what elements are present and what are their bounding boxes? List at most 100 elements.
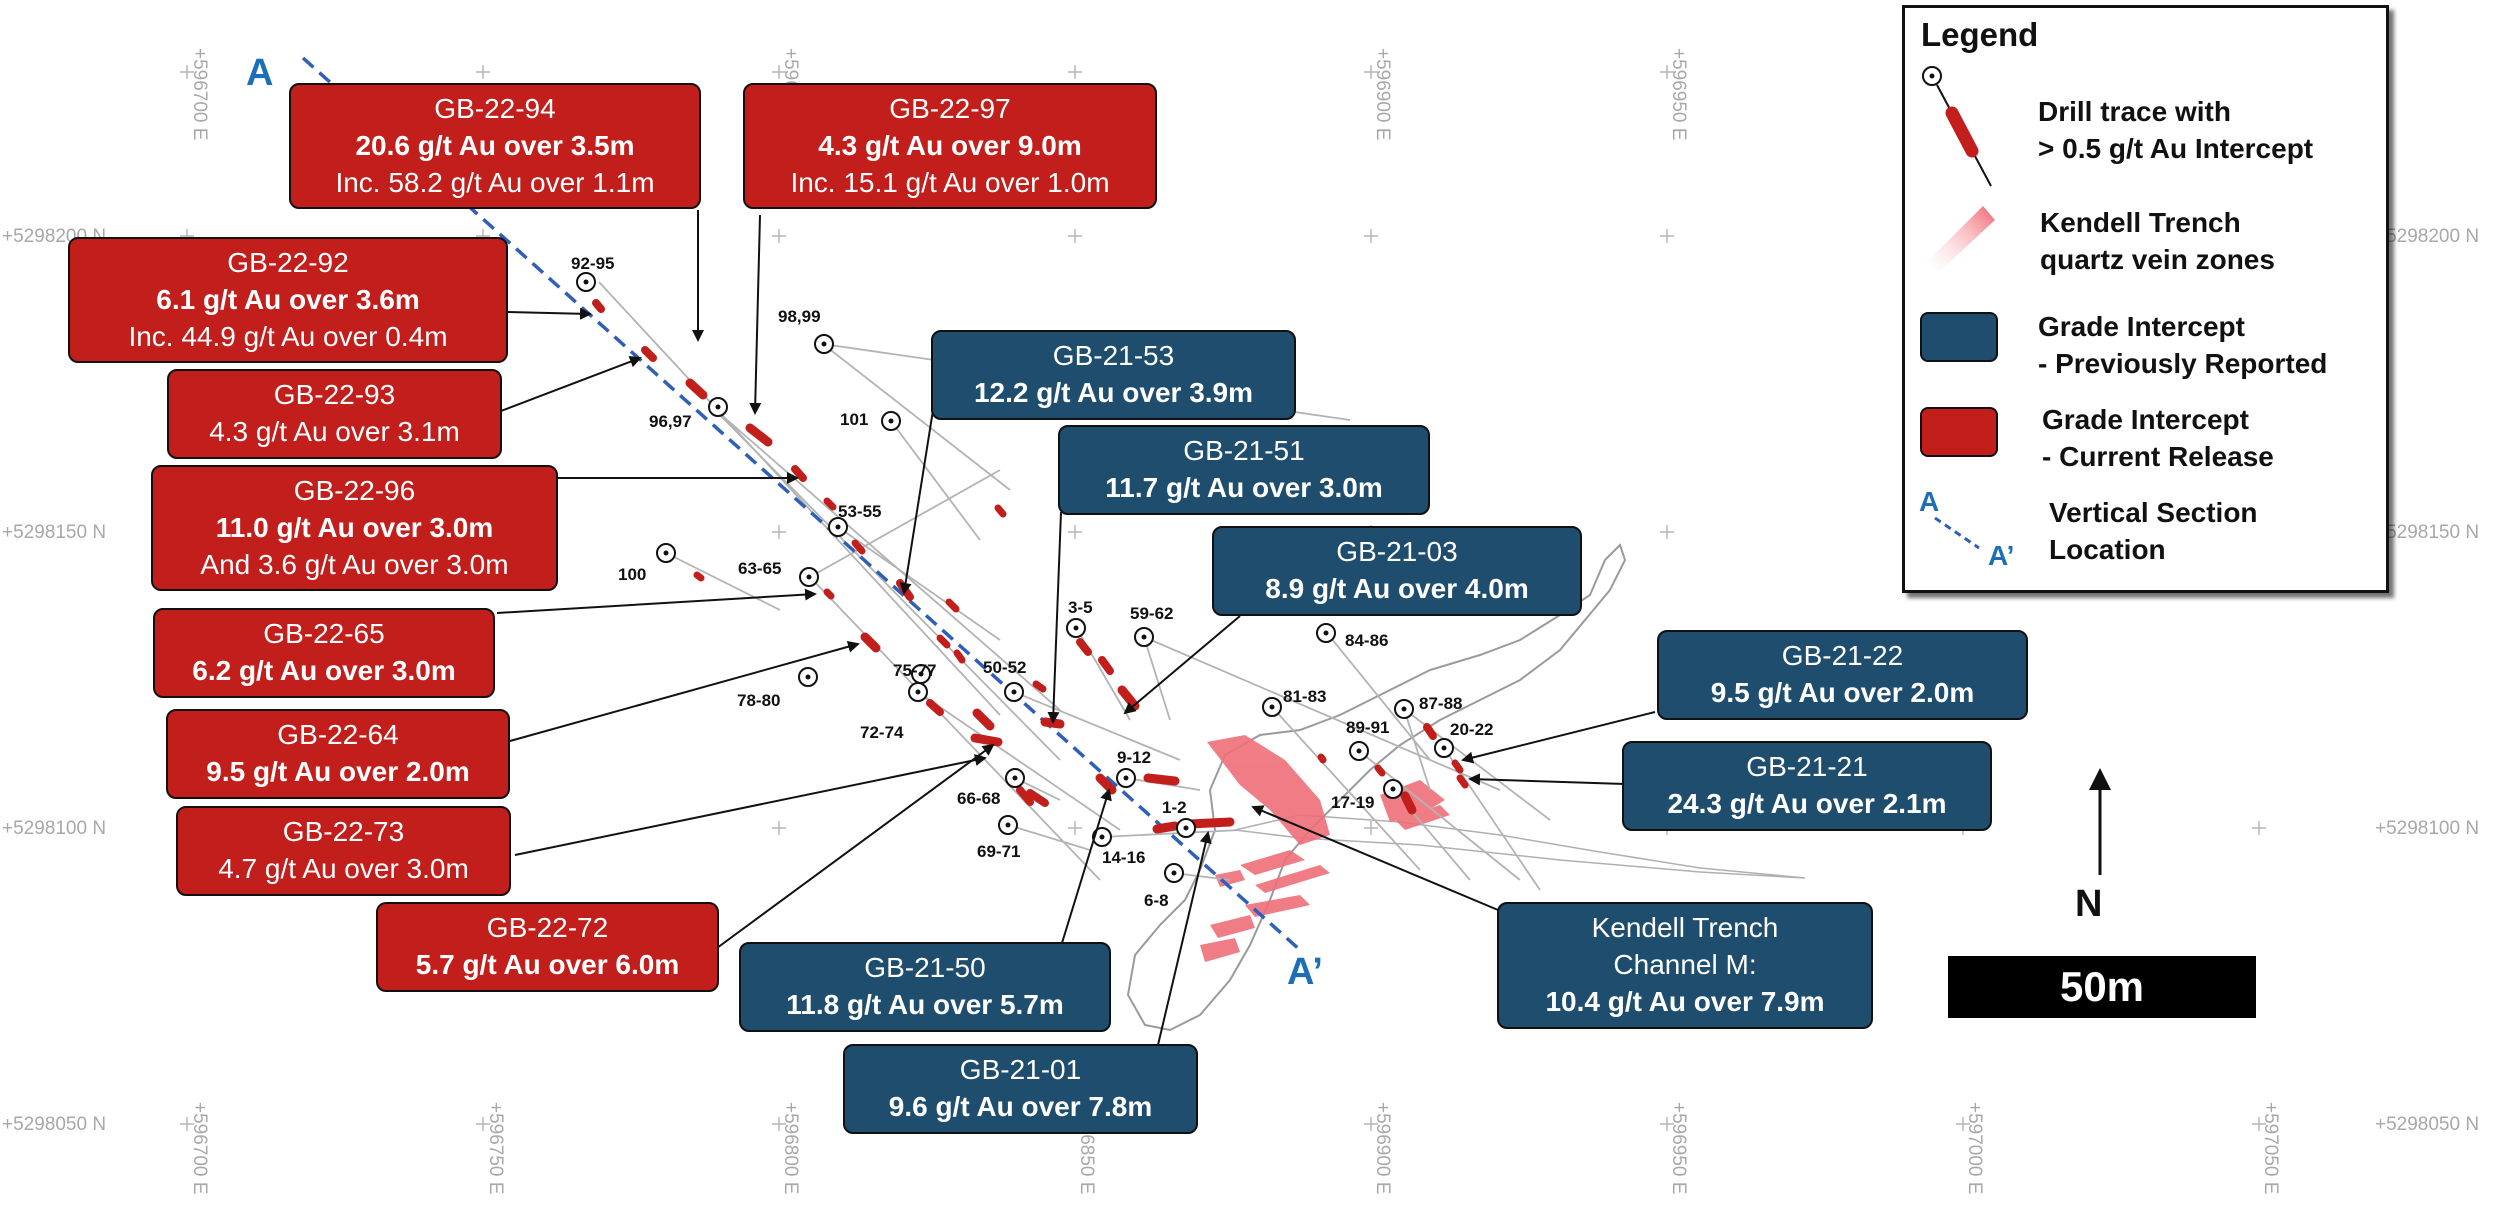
previous-swatch	[1920, 312, 1998, 362]
callout-id: GB-21-50	[864, 952, 986, 983]
hole-label: 14-16	[1102, 848, 1145, 867]
easting-label: +597050 E	[2260, 1102, 2281, 1194]
hole-label: 53-55	[838, 502, 881, 521]
collar-dot	[1123, 775, 1129, 781]
collar-dot	[1401, 706, 1407, 712]
hole-label: 3-5	[1068, 598, 1093, 617]
legend-current-line1: Grade Intercept	[2042, 404, 2249, 435]
northing-label: +5298150 N	[2375, 522, 2479, 543]
hole-label: 87-88	[1419, 694, 1462, 713]
callout-gb-21-53: GB-21-53 12.2 g/t Au over 3.9m	[931, 330, 1296, 420]
northing-labels-right: +5298200 N +5298150 N +5298100 N +529805…	[2375, 226, 2479, 1135]
callout-id: GB-22-93	[273, 379, 396, 410]
callout-sub: Inc. 44.9 g/t Au over 0.4m	[128, 321, 448, 352]
section-line-icon	[1934, 516, 1980, 550]
legend-previous-text: Grade Intercept - Previously Reported	[2038, 308, 2327, 382]
callout-main: 11.0 g/t Au over 3.0m	[215, 512, 494, 543]
callout-id: GB-21-03	[1336, 536, 1458, 567]
hole-label: 20-22	[1450, 720, 1493, 739]
collar-dot	[1390, 786, 1396, 792]
legend-drill-line1: Drill trace with	[2038, 96, 2231, 127]
collar-dot	[1323, 630, 1329, 636]
callout-main: 11.7 g/t Au over 3.0m	[1105, 472, 1383, 503]
legend-previous-line2: - Previously Reported	[2038, 348, 2328, 379]
callout-id: Kendell Trench	[1591, 912, 1779, 943]
hole-label: 6-8	[1144, 891, 1169, 910]
legend-section-a-prime: A’	[1988, 540, 2015, 571]
hole-label: 89-91	[1346, 718, 1389, 737]
callout-main: 9.5 g/t Au over 2.0m	[206, 756, 470, 787]
collar-dot	[821, 341, 827, 347]
callout-id: GB-22-96	[293, 475, 416, 506]
easting-label: +596800 E	[780, 1102, 801, 1194]
callout-gb-21-03: GB-21-03 8.9 g/t Au over 4.0m	[1212, 526, 1582, 616]
hole-label: 66-68	[957, 789, 1000, 808]
hole-label: 98,99	[778, 307, 821, 326]
hole-label: 81-83	[1283, 687, 1326, 706]
callout-main: 24.3 g/t Au over 2.1m	[1667, 788, 1947, 819]
callout-gb-21-01: GB-21-01 9.6 g/t Au over 7.8m	[843, 1044, 1198, 1134]
easting-label: +596950 E	[1668, 1102, 1689, 1194]
legend-trench-line1: Kendell Trench	[2040, 207, 2241, 238]
callout-main: 5.7 g/t Au over 6.0m	[415, 949, 680, 980]
legend-section-a: A	[1919, 486, 1940, 517]
collar-dot	[1011, 689, 1017, 695]
callout-main: 4.3 g/t Au over 9.0m	[818, 130, 1082, 161]
legend-previous-line1: Grade Intercept	[2038, 311, 2245, 342]
trench-outline-2	[1234, 814, 1806, 879]
callout-id: GB-21-51	[1183, 435, 1305, 466]
easting-label: +596950 E	[1668, 48, 1689, 140]
easting-labels-bottom: +596700 E +596750 E +596800 E +596850 E …	[189, 1102, 2281, 1194]
collar-dot	[1073, 625, 1079, 631]
callout-id: GB-22-65	[263, 618, 385, 649]
hole-label: 72-74	[860, 723, 904, 742]
hole-label: 101	[840, 410, 868, 429]
section-label-a-prime: A’	[1287, 951, 1323, 993]
collar-dot	[888, 418, 894, 424]
collar-dot	[805, 674, 811, 680]
callout-main: 6.1 g/t Au over 3.6m	[156, 284, 420, 315]
drill-trace-icon	[1922, 66, 1992, 187]
intercept-marks	[592, 299, 1469, 834]
callout-gb-22-94: GB-22-94 20.6 g/t Au over 3.5m Inc. 58.2…	[289, 83, 701, 209]
callout-gb-22-97: GB-22-97 4.3 g/t Au over 9.0m Inc. 15.1 …	[743, 83, 1157, 209]
legend-section-text: Vertical Section Location	[2049, 494, 2258, 568]
collar-dot	[1269, 704, 1275, 710]
collar-dot	[1171, 870, 1177, 876]
hole-label: 75-77	[893, 661, 936, 680]
callout-id: GB-22-73	[282, 816, 405, 847]
hole-label: 63-65	[738, 559, 781, 578]
callout-gb-22-93: GB-22-93 4.3 g/t Au over 3.1m	[167, 369, 502, 459]
drill-hole-labels: 92-95 98,99 96,97 101 53-55 100 63-65 3-…	[571, 254, 1493, 910]
collar-dot	[918, 671, 924, 677]
legend-current-text: Grade Intercept - Current Release	[2042, 401, 2274, 475]
collar-dot	[1012, 775, 1018, 781]
callout-id: GB-22-92	[227, 247, 349, 278]
callout-main: 6.2 g/t Au over 3.0m	[192, 655, 456, 686]
callout-id: GB-22-64	[277, 719, 399, 750]
callout-main: 8.9 g/t Au over 4.0m	[1265, 573, 1529, 604]
collar-dot	[1441, 745, 1447, 751]
callout-leaders	[496, 210, 1656, 1046]
callout-main: 20.6 g/t Au over 3.5m	[355, 130, 635, 161]
callout-main: 9.5 g/t Au over 2.0m	[1710, 677, 1975, 708]
quartz-vein-zones	[1200, 735, 1450, 962]
drill-collars	[576, 272, 1454, 883]
callout-main: 9.6 g/t Au over 7.8m	[888, 1091, 1153, 1122]
collar-dot	[663, 550, 669, 556]
legend-drill-line2: > 0.5 g/t Au Intercept	[2038, 133, 2314, 164]
northing-label: +5298200 N	[2375, 226, 2479, 247]
collar-dot	[835, 524, 841, 530]
callout-kendell-trench: Kendell Trench Channel M: 10.4 g/t Au ov…	[1497, 902, 1873, 1029]
legend-trench-text: Kendell Trench quartz vein zones	[2040, 204, 2275, 278]
northing-label: +5298100 N	[2, 818, 106, 839]
callout-main: 11.8 g/t Au over 5.7m	[786, 989, 1064, 1020]
hole-label: 1-2	[1162, 798, 1187, 817]
hole-label: 100	[618, 565, 646, 584]
legend-section-line2: Location	[2049, 534, 2166, 565]
legend-trench-line2: quartz vein zones	[2040, 244, 2275, 275]
hole-label: 59-62	[1130, 604, 1173, 623]
section-label-a: A	[246, 52, 274, 94]
hole-label: 9-12	[1117, 748, 1151, 767]
callout-sub: Inc. 58.2 g/t Au over 1.1m	[335, 167, 655, 198]
